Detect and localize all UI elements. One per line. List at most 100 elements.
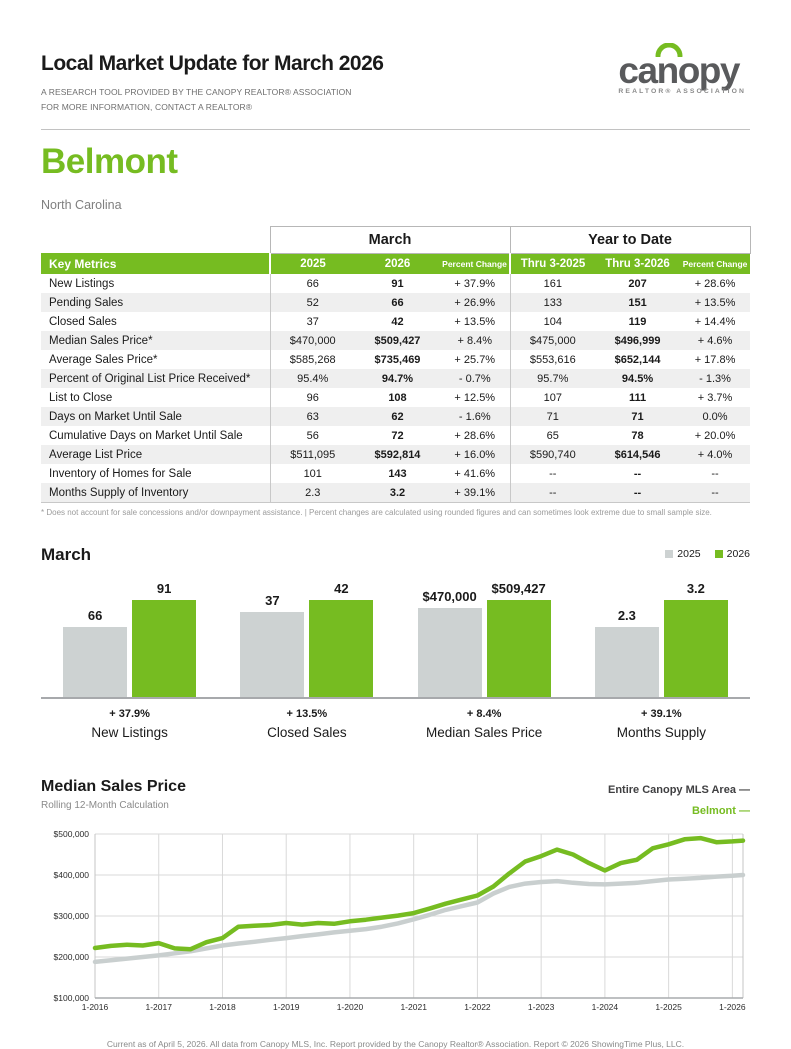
key-metrics-table: March Year to Date Key Metrics 2025 2026… xyxy=(41,225,751,503)
metric-value: 101 xyxy=(269,464,355,484)
axis-tick-label: 1-2025 xyxy=(655,1002,682,1012)
metric-value: + 3.7% xyxy=(697,391,733,404)
axis-tick-label: 1-2019 xyxy=(273,1002,300,1012)
metric-value: 3.2 xyxy=(355,483,440,503)
metric-value: 71 xyxy=(595,407,681,427)
metric-value: 37 xyxy=(269,312,355,332)
metric-value: 96 xyxy=(269,388,355,408)
bar-value-label: 91 xyxy=(156,580,172,596)
axis-tick-label: 1-2022 xyxy=(464,1002,491,1012)
legend-label: 2025 xyxy=(677,547,701,560)
metric-value: -- xyxy=(680,483,751,503)
metric-label: Median Sales Price* xyxy=(41,331,270,351)
metric-label: Months Supply of Inventory xyxy=(41,483,270,503)
bar-2026 xyxy=(309,599,374,697)
metric-value: 66 xyxy=(269,274,355,294)
axis-tick-label: 1-2020 xyxy=(337,1002,364,1012)
canopy-arc-icon xyxy=(655,43,683,57)
bar-group: 66 91 xyxy=(41,581,218,697)
table-row: Pending Sales 52 66 + 26.9% 133 151 + 13.5% xyxy=(41,293,751,313)
col-header-thru-2025: Thru 3-2025 xyxy=(509,253,596,275)
metric-value: 52 xyxy=(269,293,355,313)
canopy-logo-subtext: REALTOR® ASSOCIATION xyxy=(618,88,746,96)
line-chart-subtitle: Rolling 12-Month Calculation xyxy=(41,799,169,811)
bar-wrap: 3.2 xyxy=(663,581,728,697)
area-name: Belmont xyxy=(41,141,178,181)
bar-percent-change: + 39.1% xyxy=(641,707,682,720)
metric-value: $509,427 xyxy=(355,331,440,351)
metric-value: $470,000 xyxy=(269,331,355,351)
axis-tick-label: 1-2026 xyxy=(719,1002,746,1012)
metric-value: 71 xyxy=(509,407,596,427)
metric-value: -- xyxy=(711,467,719,480)
axis-tick-label: 1-2017 xyxy=(146,1002,173,1012)
line-chart-title-block: Median Sales Price Rolling 12-Month Calc… xyxy=(41,778,186,811)
metric-label: Cumulative Days on Market Until Sale xyxy=(49,429,243,442)
metric-value: 0.0% xyxy=(680,407,751,427)
bar-group: 37 42 xyxy=(218,581,395,697)
bar-group: 2.3 3.2 xyxy=(573,581,750,697)
metric-value: $585,268 xyxy=(269,350,355,370)
bar-chart-baseline xyxy=(41,696,750,699)
line-legend-dash-icon: — xyxy=(739,783,750,796)
header-subtitle-line2: FOR MORE INFORMATION, CONTACT A REALTOR® xyxy=(41,101,253,112)
median-price-line-section: Median Sales Price Rolling 12-Month Calc… xyxy=(41,778,750,1031)
metric-value: 78 xyxy=(631,429,644,442)
axis-tick-label: 1-2024 xyxy=(592,1002,619,1012)
metric-value: $496,999 xyxy=(595,331,681,351)
metric-value: 56 xyxy=(269,426,355,446)
page-footer: Current as of April 5, 2026. All data fr… xyxy=(106,1038,685,1049)
state-name: North Carolina xyxy=(41,197,122,212)
report-header: Local Market Update for March 2026 A RES… xyxy=(41,43,750,115)
bar-caption: + 8.4% Median Sales Price xyxy=(396,708,573,740)
march-bar-chart-section: March 2025 2026 66 91 37 42 $470,000 $509,427 2… xyxy=(41,545,750,740)
metric-value: -- xyxy=(633,467,642,480)
header-divider xyxy=(41,128,750,130)
bar-2025 xyxy=(417,607,482,697)
bar-percent-change: + 37.9% xyxy=(109,707,150,720)
metric-value: 151 xyxy=(595,293,681,313)
table-row: Days on Market Until Sale 63 62- 1.6% 71 71 0… xyxy=(41,407,751,427)
bar-captions: + 37.9% New Listings + 13.5% Closed Sales + … xyxy=(41,708,750,740)
metric-value: $475,000 xyxy=(509,331,596,351)
axis-tick-label: $200,000 xyxy=(54,952,90,962)
canopy-logo: can opy REALTOR® ASSOCIATION xyxy=(618,43,750,96)
bar-legend-item: 2025 xyxy=(665,547,701,560)
metric-value: 62 xyxy=(355,407,440,427)
line-chart-header: Median Sales Price Rolling 12-Month Calc… xyxy=(41,778,750,822)
bar-wrap: 91 xyxy=(132,580,197,697)
metric-label: Closed Sales xyxy=(49,315,117,328)
bar-group: $470,000 $509,427 xyxy=(396,581,573,697)
bar-chart-title: March xyxy=(41,544,92,564)
line-legend-item: Entire Canopy MLS Area — xyxy=(608,780,750,801)
metric-value: + 4.6% xyxy=(680,331,751,351)
metric-label: Days on Market Until Sale xyxy=(41,407,270,427)
bar-2025 xyxy=(63,626,128,697)
table-row: New Listings 66 91 + 37.9% 161 207 + 28.6% xyxy=(41,274,750,294)
metric-value: - 0.7% xyxy=(440,369,511,389)
bar-group-label: Months Supply xyxy=(616,724,707,740)
metric-value: + 14.4% xyxy=(694,315,736,328)
metric-label: List to Close xyxy=(49,391,113,404)
metric-value: 72 xyxy=(391,429,404,442)
bar-group-label: Closed Sales xyxy=(267,724,347,740)
bar-chart-legend: 2025 2026 xyxy=(665,548,750,560)
bar-wrap: $509,427 xyxy=(486,581,551,697)
metric-value: + 8.4% xyxy=(440,331,511,351)
bar-2025 xyxy=(240,611,305,697)
metric-value: 133 xyxy=(509,293,596,313)
bar-2026 xyxy=(486,599,551,697)
metric-value: 95.4% xyxy=(269,369,355,389)
metric-value: 66 xyxy=(355,293,440,313)
metric-value: $592,814 xyxy=(355,445,440,465)
metric-value: 91 xyxy=(391,277,404,290)
axis-tick-label: $400,000 xyxy=(54,870,90,880)
metric-label: New Listings xyxy=(49,277,115,290)
bar-wrap: $470,000 xyxy=(417,589,482,697)
metric-value: + 25.7% xyxy=(454,353,496,366)
metric-value: 2.3 xyxy=(269,483,355,503)
table-row: Months Supply of Inventory 2.3 3.2 + 39.1% -… xyxy=(41,483,751,503)
line-chart-legend: Entire Canopy MLS Area — Belmont — xyxy=(608,780,750,822)
bar-value-label: 2.3 xyxy=(617,607,636,623)
